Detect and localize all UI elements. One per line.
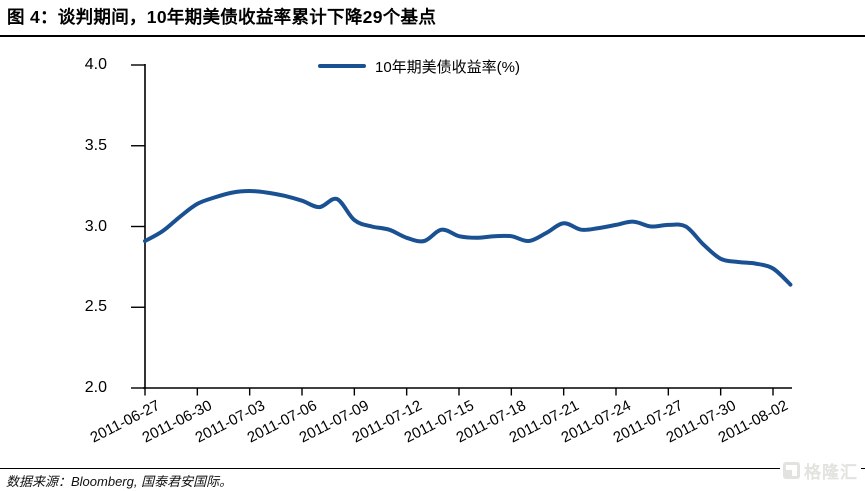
y-tick-label: 3.0 <box>84 217 107 235</box>
title-rule-divider <box>0 35 865 37</box>
y-tick-label: 2.5 <box>84 298 107 316</box>
footer-rule-divider <box>0 468 865 469</box>
gelonghui-watermark: 格隆汇 <box>780 457 861 483</box>
y-tick-label: 3.5 <box>84 136 107 154</box>
legend-label: 10年期美债收益率(%) <box>375 58 521 76</box>
y-tick-label: 2.0 <box>84 379 107 396</box>
legend-line-swatch-icon <box>318 64 366 68</box>
figure-title: 图 4：谈判期间，10年期美债收益率累计下降29个基点 <box>7 7 437 27</box>
y-tick-label: 4.0 <box>84 56 107 73</box>
chart-legend: 10年期美债收益率(%) <box>318 56 520 76</box>
yield-line-series <box>143 189 793 287</box>
watermark-text: 格隆汇 <box>804 462 858 482</box>
gelonghui-logo-icon <box>783 461 800 479</box>
source-note: 数据来源：Bloomberg, 国泰君安国际。 <box>6 474 233 489</box>
